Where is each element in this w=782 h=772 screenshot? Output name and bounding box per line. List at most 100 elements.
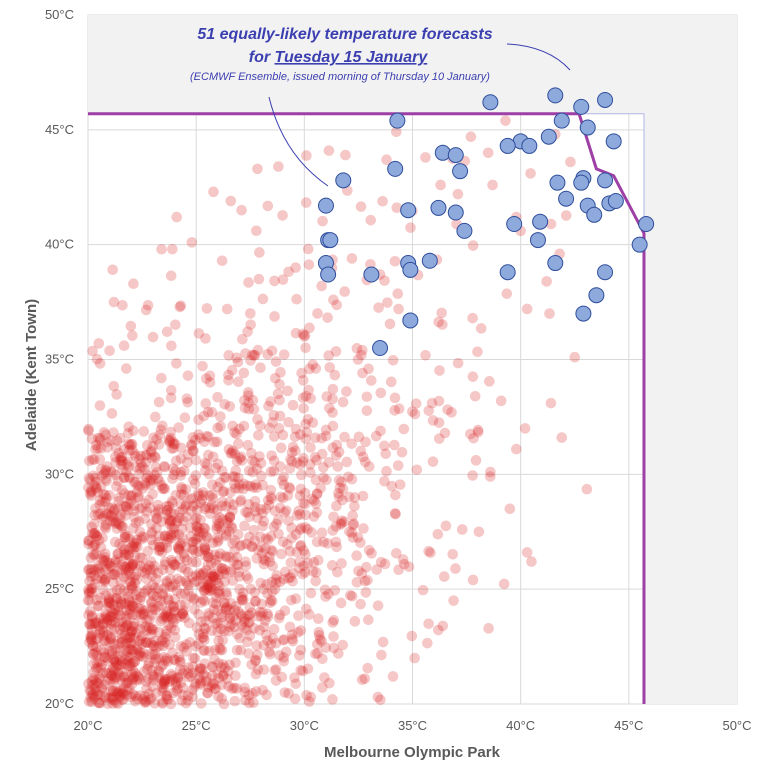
history-point: [101, 436, 113, 448]
history-point: [389, 508, 401, 519]
history-point: [248, 350, 260, 361]
history-point: [236, 539, 248, 551]
history-point: [291, 457, 303, 468]
history-point: [277, 210, 288, 221]
history-point: [375, 556, 387, 568]
history-point: [225, 566, 236, 578]
history-point: [196, 675, 207, 687]
history-point: [211, 514, 223, 526]
history-point: [355, 598, 366, 610]
history-point: [149, 469, 160, 481]
history-point: [105, 675, 116, 687]
history-point: [123, 550, 135, 561]
history-point: [234, 423, 245, 435]
history-point: [178, 515, 189, 527]
history-point: [161, 690, 173, 701]
history-point: [131, 574, 143, 585]
history-point: [274, 378, 285, 390]
history-point: [125, 658, 136, 669]
history-point: [287, 635, 299, 647]
history-point: [202, 548, 214, 559]
history-point: [113, 556, 124, 568]
history-point: [116, 484, 128, 496]
envelope-line: [88, 112, 646, 704]
history-point: [106, 587, 118, 599]
history-point: [257, 607, 268, 618]
history-point: [178, 548, 190, 560]
history-point: [440, 520, 452, 532]
history-point: [134, 560, 146, 572]
history-point: [239, 682, 251, 694]
history-point: [175, 466, 187, 478]
history-point: [117, 522, 128, 533]
history-point: [206, 557, 217, 569]
history-point: [136, 531, 148, 542]
history-point: [339, 431, 350, 443]
history-point: [581, 483, 593, 495]
history-point: [193, 414, 204, 426]
history-point: [467, 240, 479, 251]
history-point: [304, 363, 315, 375]
history-point: [243, 648, 254, 659]
history-point: [127, 599, 138, 611]
history-point: [165, 622, 177, 633]
history-point: [188, 474, 199, 486]
history-point: [242, 326, 253, 337]
history-point: [193, 608, 204, 620]
history-point: [165, 507, 176, 518]
history-point: [168, 527, 180, 539]
history-point: [349, 616, 361, 627]
history-point: [363, 461, 375, 472]
history-point: [389, 405, 400, 416]
forecast-points-layer: [317, 87, 655, 357]
history-point: [183, 617, 195, 629]
history-point: [154, 541, 165, 553]
history-point: [232, 438, 244, 449]
history-point: [151, 522, 162, 534]
history-point: [299, 330, 311, 341]
history-point: [346, 253, 358, 264]
history-point: [105, 466, 117, 477]
history-point: [452, 357, 464, 369]
history-point: [87, 640, 99, 652]
history-point: [386, 480, 398, 492]
history-point: [113, 617, 124, 628]
history-point: [206, 499, 218, 511]
history-point: [316, 432, 327, 444]
history-point: [123, 591, 134, 602]
history-point: [210, 618, 221, 630]
history-point: [231, 683, 243, 694]
history-point: [356, 568, 368, 579]
history-point: [284, 621, 296, 633]
history-point: [84, 619, 96, 630]
history-point: [333, 491, 345, 503]
history-point: [270, 577, 282, 589]
history-point: [171, 613, 182, 624]
history-point: [217, 566, 228, 577]
history-point: [113, 660, 125, 671]
history-point: [150, 653, 161, 665]
history-point: [427, 456, 439, 467]
history-point: [174, 506, 185, 518]
history-point: [211, 520, 223, 532]
history-point: [519, 423, 531, 434]
history-point: [152, 506, 164, 518]
grid-layer: [87, 14, 738, 705]
history-point: [311, 488, 323, 499]
history-point: [111, 593, 123, 604]
forecast-point: [447, 204, 464, 221]
history-point: [204, 502, 216, 514]
history-point: [231, 559, 243, 570]
history-point: [525, 168, 536, 179]
history-point: [143, 622, 155, 634]
history-point: [134, 453, 145, 465]
history-point: [144, 694, 155, 705]
history-point: [243, 697, 255, 709]
history-point: [110, 442, 122, 453]
history-point: [312, 648, 323, 659]
history-point: [290, 262, 301, 273]
history-point: [130, 451, 141, 462]
history-point: [472, 346, 483, 358]
history-point: [212, 626, 224, 638]
history-point: [197, 628, 209, 640]
